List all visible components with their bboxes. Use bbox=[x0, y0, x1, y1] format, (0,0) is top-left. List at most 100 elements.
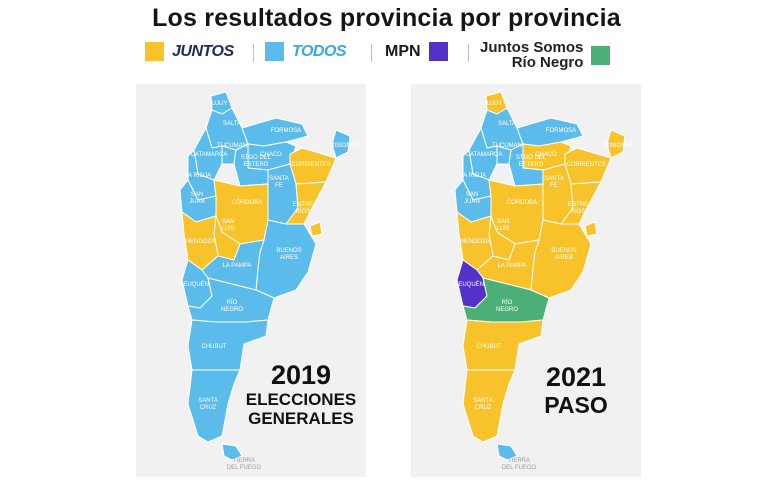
label-san-luis-2: LUIS bbox=[496, 226, 509, 232]
province-santa-cruz bbox=[462, 369, 516, 443]
label-rio-negro-2: NEGRO bbox=[496, 307, 518, 313]
province-misiones bbox=[331, 129, 351, 159]
label-corrientes: CORRIENTES bbox=[291, 162, 330, 168]
label-catamarca: CATAMARCA bbox=[466, 152, 503, 158]
label-la-pampa: LA PAMPA bbox=[498, 263, 527, 269]
label-tucuman: TUCUMAN bbox=[217, 143, 247, 149]
province-chubut bbox=[462, 319, 544, 371]
label-misiones: MISIONES bbox=[604, 143, 633, 149]
label-san-juan-1: SAN bbox=[466, 192, 478, 198]
label-neuquen: NEUQUÉN bbox=[179, 281, 209, 288]
label-neuquen: NEUQUÉN bbox=[454, 281, 484, 288]
legend-swatch-todos bbox=[265, 42, 284, 61]
legend-label-todos: TODOS bbox=[292, 42, 347, 60]
label-stgo-del-estero-1: STGO DEL bbox=[516, 155, 547, 161]
province-tierra-del-fuego bbox=[496, 443, 518, 461]
argentina-map-2021: JUJUY SALTA FORMOSA CHACO MISIONES CORRI… bbox=[454, 91, 634, 471]
label-san-luis-2: LUIS bbox=[221, 226, 234, 232]
map-year: 2021 bbox=[545, 362, 607, 392]
label-stgo-del-estero-2: ESTERO bbox=[244, 162, 269, 168]
legend-label-jsrn: Juntos Somos Río Negro bbox=[480, 39, 584, 71]
page-title: Los resultados provincia por provincia bbox=[152, 4, 621, 32]
label-mendoza: MENDOZA bbox=[460, 239, 490, 245]
argentina-map-2019: JUJUY SALTA FORMOSA CHACO MISIONES CORRI… bbox=[179, 91, 359, 471]
label-san-juan-1: SAN bbox=[191, 192, 203, 198]
legend-divider bbox=[371, 44, 372, 62]
label-tierra-del-fuego-2: DEL FUEGO bbox=[227, 465, 262, 471]
map-subtitle-line1: PASO bbox=[544, 392, 608, 418]
province-caba bbox=[309, 221, 323, 237]
label-santa-fe-2: FE bbox=[275, 183, 283, 189]
label-rio-negro-2: NEGRO bbox=[221, 307, 243, 313]
legend-divider bbox=[253, 44, 254, 62]
label-san-luis-1: SAN bbox=[222, 219, 234, 225]
label-san-juan-2: JUAN bbox=[464, 199, 480, 205]
map-subtitle-line1: ELECCIONES bbox=[245, 390, 357, 409]
label-salta: SALTA bbox=[223, 121, 241, 127]
map-caption-2019: 2019 ELECCIONES GENERALES bbox=[236, 360, 366, 429]
map-panel-2021: JUJUY SALTA FORMOSA CHACO MISIONES CORRI… bbox=[411, 84, 641, 477]
label-santa-cruz-2: CRUZ bbox=[200, 405, 217, 411]
legend: JUNTOS TODOS MPN Juntos Somos Río Negro bbox=[0, 38, 773, 74]
legend-swatch-juntos bbox=[145, 42, 164, 61]
label-san-luis-1: SAN bbox=[497, 219, 509, 225]
legend-label-mpn: MPN bbox=[385, 42, 421, 60]
map-panel-2019: JUJUY SALTA FORMOSA CHACO MISIONES CORRI… bbox=[136, 84, 366, 477]
label-santa-fe-1: SANTA bbox=[544, 176, 564, 182]
label-la-rioja: LA RIOJA bbox=[185, 173, 211, 179]
label-formosa: FORMOSA bbox=[271, 128, 301, 134]
map-caption-2021: 2021 PASO bbox=[516, 363, 636, 419]
label-jujuy: JUJUY bbox=[484, 101, 503, 107]
label-tierra-del-fuego-1: TIERRA bbox=[233, 458, 255, 464]
legend-item-todos: TODOS bbox=[265, 42, 347, 61]
legend-item-jsrn: Juntos Somos Río Negro bbox=[480, 40, 618, 70]
label-tierra-del-fuego-1: TIERRA bbox=[508, 458, 530, 464]
label-rio-negro-1: RÍO bbox=[502, 299, 513, 306]
province-chubut bbox=[187, 319, 269, 371]
province-santa-cruz bbox=[187, 369, 241, 443]
label-stgo-del-estero-1: STGO DEL bbox=[241, 155, 272, 161]
label-la-pampa: LA PAMPA bbox=[223, 263, 252, 269]
label-entre-rios-1: ENTRE bbox=[293, 202, 313, 208]
province-tierra-del-fuego bbox=[221, 443, 243, 461]
label-santa-fe-1: SANTA bbox=[269, 176, 289, 182]
label-corrientes: CORRIENTES bbox=[566, 162, 605, 168]
label-stgo-del-estero-2: ESTERO bbox=[519, 162, 544, 168]
province-misiones bbox=[606, 129, 626, 159]
label-san-juan-2: JUAN bbox=[189, 199, 205, 205]
label-chubut: CHUBUT bbox=[202, 344, 227, 350]
label-buenos-aires-1: BUENOS bbox=[551, 248, 576, 254]
label-santa-cruz-1: SANTA bbox=[473, 398, 493, 404]
label-entre-rios-1: ENTRE bbox=[568, 202, 588, 208]
label-buenos-aires-2: AIRES bbox=[555, 255, 573, 261]
legend-swatch-jsrn bbox=[591, 45, 611, 65]
legend-item-juntos: JUNTOS bbox=[145, 42, 234, 61]
label-rio-negro-1: RÍO bbox=[227, 299, 238, 306]
map-subtitle-line2: GENERALES bbox=[248, 409, 354, 428]
label-jujuy: JUJUY bbox=[209, 101, 228, 107]
label-santa-fe-2: FE bbox=[550, 183, 558, 189]
map-year: 2019 bbox=[270, 360, 332, 390]
legend-item-mpn: MPN bbox=[385, 42, 456, 61]
label-chaco: CHACO bbox=[535, 152, 557, 158]
legend-swatch-mpn bbox=[428, 42, 448, 61]
label-cordoba: CÓRDOBA bbox=[232, 199, 262, 206]
label-entre-rios-2: RÍOS bbox=[296, 208, 311, 215]
label-chaco: CHACO bbox=[260, 152, 282, 158]
label-tucuman: TUCUMAN bbox=[492, 143, 522, 149]
label-catamarca: CATAMARCA bbox=[191, 152, 228, 158]
label-salta: SALTA bbox=[498, 121, 516, 127]
label-buenos-aires-1: BUENOS bbox=[276, 248, 301, 254]
label-formosa: FORMOSA bbox=[546, 128, 576, 134]
label-cordoba: CÓRDOBA bbox=[507, 199, 537, 206]
legend-divider bbox=[468, 44, 469, 62]
label-entre-rios-2: RÍOS bbox=[571, 208, 586, 215]
label-mendoza: MENDOZA bbox=[185, 239, 215, 245]
label-santa-cruz-1: SANTA bbox=[198, 398, 218, 404]
label-la-rioja: LA RIOJA bbox=[460, 173, 486, 179]
label-tierra-del-fuego-2: DEL FUEGO bbox=[502, 465, 537, 471]
label-santa-cruz-2: CRUZ bbox=[475, 405, 492, 411]
label-misiones: MISIONES bbox=[329, 143, 358, 149]
province-caba bbox=[584, 221, 598, 237]
legend-label-juntos: JUNTOS bbox=[172, 42, 234, 60]
